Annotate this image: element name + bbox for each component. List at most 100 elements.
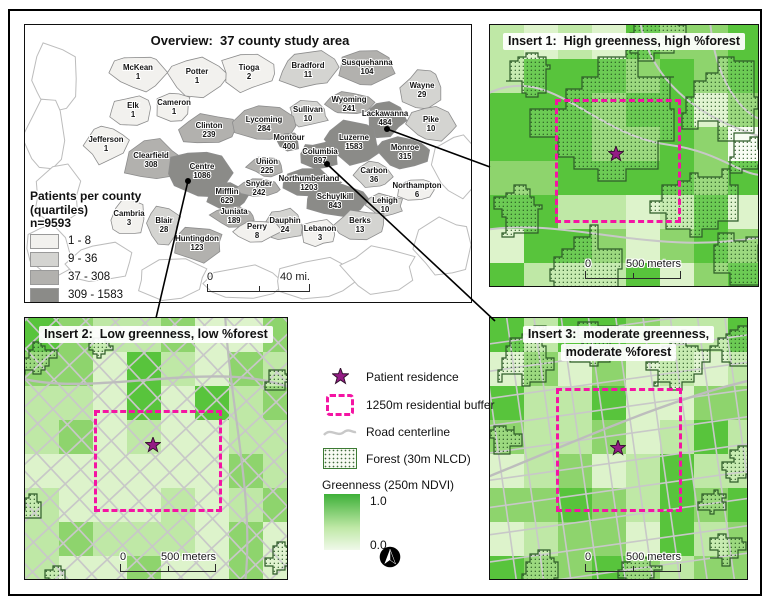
ndvi-min-label: 0.0 [370, 538, 387, 552]
scale-bar-line [207, 284, 310, 292]
forest-swatch-icon [323, 448, 357, 469]
svg-text:Susquehanna: Susquehanna [341, 58, 393, 67]
legend-forest-row: Forest (30m NLCD) [322, 448, 482, 469]
svg-text:36: 36 [370, 175, 379, 184]
svg-text:6: 6 [415, 190, 420, 199]
svg-text:Dauphin: Dauphin [269, 216, 300, 225]
legend-road-label: Road centerline [366, 425, 451, 439]
patients-legend: Patients per county (quartiles) n=9593 1… [30, 189, 160, 302]
quartile-swatch-2 [30, 251, 59, 267]
quartile-row-3: 37 - 308 [30, 269, 160, 285]
svg-text:242: 242 [252, 188, 266, 197]
scale-zero-label: 0 [207, 271, 214, 283]
svg-text:2: 2 [247, 72, 252, 81]
figure-border [8, 9, 762, 596]
insert-3-scale-bar: 0 500 meters [585, 551, 681, 572]
svg-text:123: 123 [190, 243, 204, 252]
svg-text:Union: Union [256, 157, 278, 166]
svg-text:1: 1 [131, 110, 136, 119]
legend-patient-row: Patient residence [322, 368, 482, 385]
svg-text:Lehigh: Lehigh [372, 196, 398, 205]
svg-text:Mifflin: Mifflin [216, 187, 239, 196]
insert-1-map-panel: Insert 1: High greenness, high %forest 0… [489, 24, 759, 287]
quartile-row-1: 1 - 8 [30, 233, 160, 249]
svg-text:11: 11 [304, 70, 313, 79]
svg-text:Lebanon: Lebanon [304, 224, 337, 233]
insert-2-ndvi-forest-map [25, 318, 287, 579]
svg-text:Clearfield: Clearfield [133, 151, 169, 160]
svg-text:Potter: Potter [186, 67, 209, 76]
svg-text:Clinton: Clinton [196, 121, 223, 130]
quartile-swatch-3 [30, 269, 59, 285]
svg-text:3: 3 [127, 218, 132, 227]
svg-text:28: 28 [160, 225, 169, 234]
svg-text:Northampton: Northampton [393, 181, 442, 190]
svg-text:1: 1 [172, 107, 177, 116]
overview-title: Overview: 37 county study area [150, 33, 350, 48]
svg-text:104: 104 [360, 67, 374, 76]
svg-text:Sullivan: Sullivan [293, 105, 323, 114]
insert-1-residential-buffer [555, 99, 681, 223]
patients-legend-n: n=9593 [30, 216, 72, 230]
patients-legend-subtitle: (quartiles) [30, 202, 89, 217]
svg-text:13: 13 [356, 225, 365, 234]
svg-text:Elk: Elk [127, 101, 139, 110]
svg-text:Perry: Perry [247, 222, 268, 231]
svg-text:Montour: Montour [273, 133, 304, 142]
svg-text:McKean: McKean [123, 63, 153, 72]
svg-text:1: 1 [195, 76, 200, 85]
map-legend: Patient residence 1250m residential buff… [322, 368, 495, 552]
insert-2-residential-buffer [94, 410, 222, 512]
quartile-label-3: 37 - 308 [68, 271, 111, 283]
svg-text:Jefferson: Jefferson [88, 135, 123, 144]
legend-buffer-label: 1250m residential buffer [366, 398, 495, 412]
svg-text:8: 8 [255, 231, 260, 240]
insert-2-map-panel: Insert 2: Low greenness, low %forest 0 5… [24, 317, 288, 580]
svg-text:Bradford: Bradford [292, 61, 325, 70]
svg-text:Huntingdon: Huntingdon [175, 234, 219, 243]
svg-text:629: 629 [220, 196, 234, 205]
insert-3-map-panel: Insert 3: moderate greenness, moderate %… [489, 317, 748, 580]
svg-text:Monroe: Monroe [391, 143, 420, 152]
legend-buffer-row: 1250m residential buffer [322, 394, 495, 416]
svg-text:1203: 1203 [300, 183, 318, 192]
ndvi-gradient [324, 494, 360, 550]
svg-text:Pike: Pike [423, 115, 440, 124]
svg-text:1: 1 [136, 72, 141, 81]
greenness-legend: Greenness (250m NDVI) 1.0 0.0 [322, 478, 482, 552]
svg-text:Cambria: Cambria [113, 209, 145, 218]
svg-text:484: 484 [378, 118, 392, 127]
scale-end-label: 40 mi. [280, 271, 310, 283]
patient-residence-star-icon [322, 368, 358, 385]
insert-1-patient-residence-star-icon [607, 144, 625, 162]
svg-text:Wayne: Wayne [410, 81, 436, 90]
overview-map-panel: McKean 1 Potter 1 Tioga 2 Bradford 11 Susquehann… [24, 24, 472, 303]
insert-3-ndvi-forest-map [490, 318, 747, 579]
svg-text:Wyoming: Wyoming [332, 95, 367, 104]
svg-text:Lackawanna: Lackawanna [362, 109, 409, 118]
svg-text:3: 3 [318, 233, 323, 242]
insert-3-patient-residence-star-icon [609, 438, 627, 456]
legend-forest-label: Forest (30m NLCD) [366, 451, 471, 466]
svg-text:Cameron: Cameron [157, 98, 191, 107]
quartile-swatch-4 [30, 287, 59, 302]
svg-text:Northumberland: Northumberland [279, 174, 340, 183]
svg-text:189: 189 [227, 216, 241, 225]
residential-buffer-icon [326, 394, 354, 416]
ndvi-max-label: 1.0 [370, 494, 387, 508]
legend-patient-label: Patient residence [366, 369, 459, 384]
svg-text:284: 284 [257, 124, 271, 133]
svg-text:843: 843 [328, 201, 342, 210]
overview-scale-bar: 0 40 mi. [207, 271, 310, 292]
svg-text:1086: 1086 [193, 171, 211, 180]
svg-text:Columbia: Columbia [302, 147, 338, 156]
svg-text:400: 400 [282, 142, 296, 151]
svg-text:10: 10 [381, 205, 390, 214]
svg-text:Luzerne: Luzerne [339, 133, 370, 142]
north-arrow-icon [379, 546, 401, 568]
svg-text:10: 10 [304, 114, 313, 123]
quartile-swatch-1 [30, 233, 59, 249]
quartile-row-4: 309 - 1583 [30, 287, 160, 302]
svg-text:24: 24 [281, 225, 290, 234]
